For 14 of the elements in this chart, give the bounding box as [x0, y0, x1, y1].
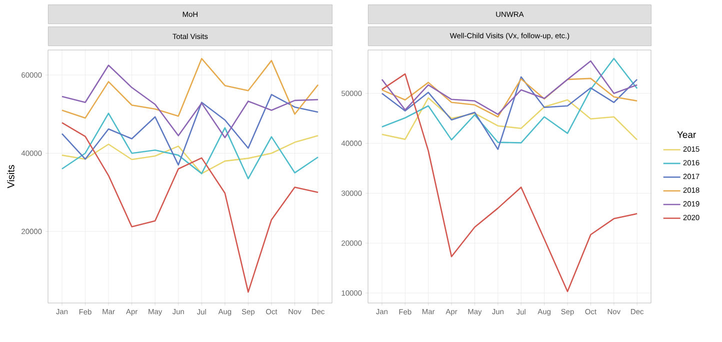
line-series	[381, 78, 638, 118]
line-series	[61, 112, 319, 180]
y-axis-title: Visits	[7, 165, 14, 188]
line-series	[381, 76, 638, 150]
line-series	[381, 60, 638, 116]
line-series	[61, 122, 319, 293]
line-series	[61, 64, 319, 138]
line-series	[381, 97, 638, 140]
line-series	[61, 134, 319, 174]
line-series	[61, 58, 319, 119]
line-series	[61, 94, 319, 166]
line-series	[381, 58, 638, 144]
line-series	[381, 73, 638, 292]
legend-title: Year	[677, 131, 696, 138]
